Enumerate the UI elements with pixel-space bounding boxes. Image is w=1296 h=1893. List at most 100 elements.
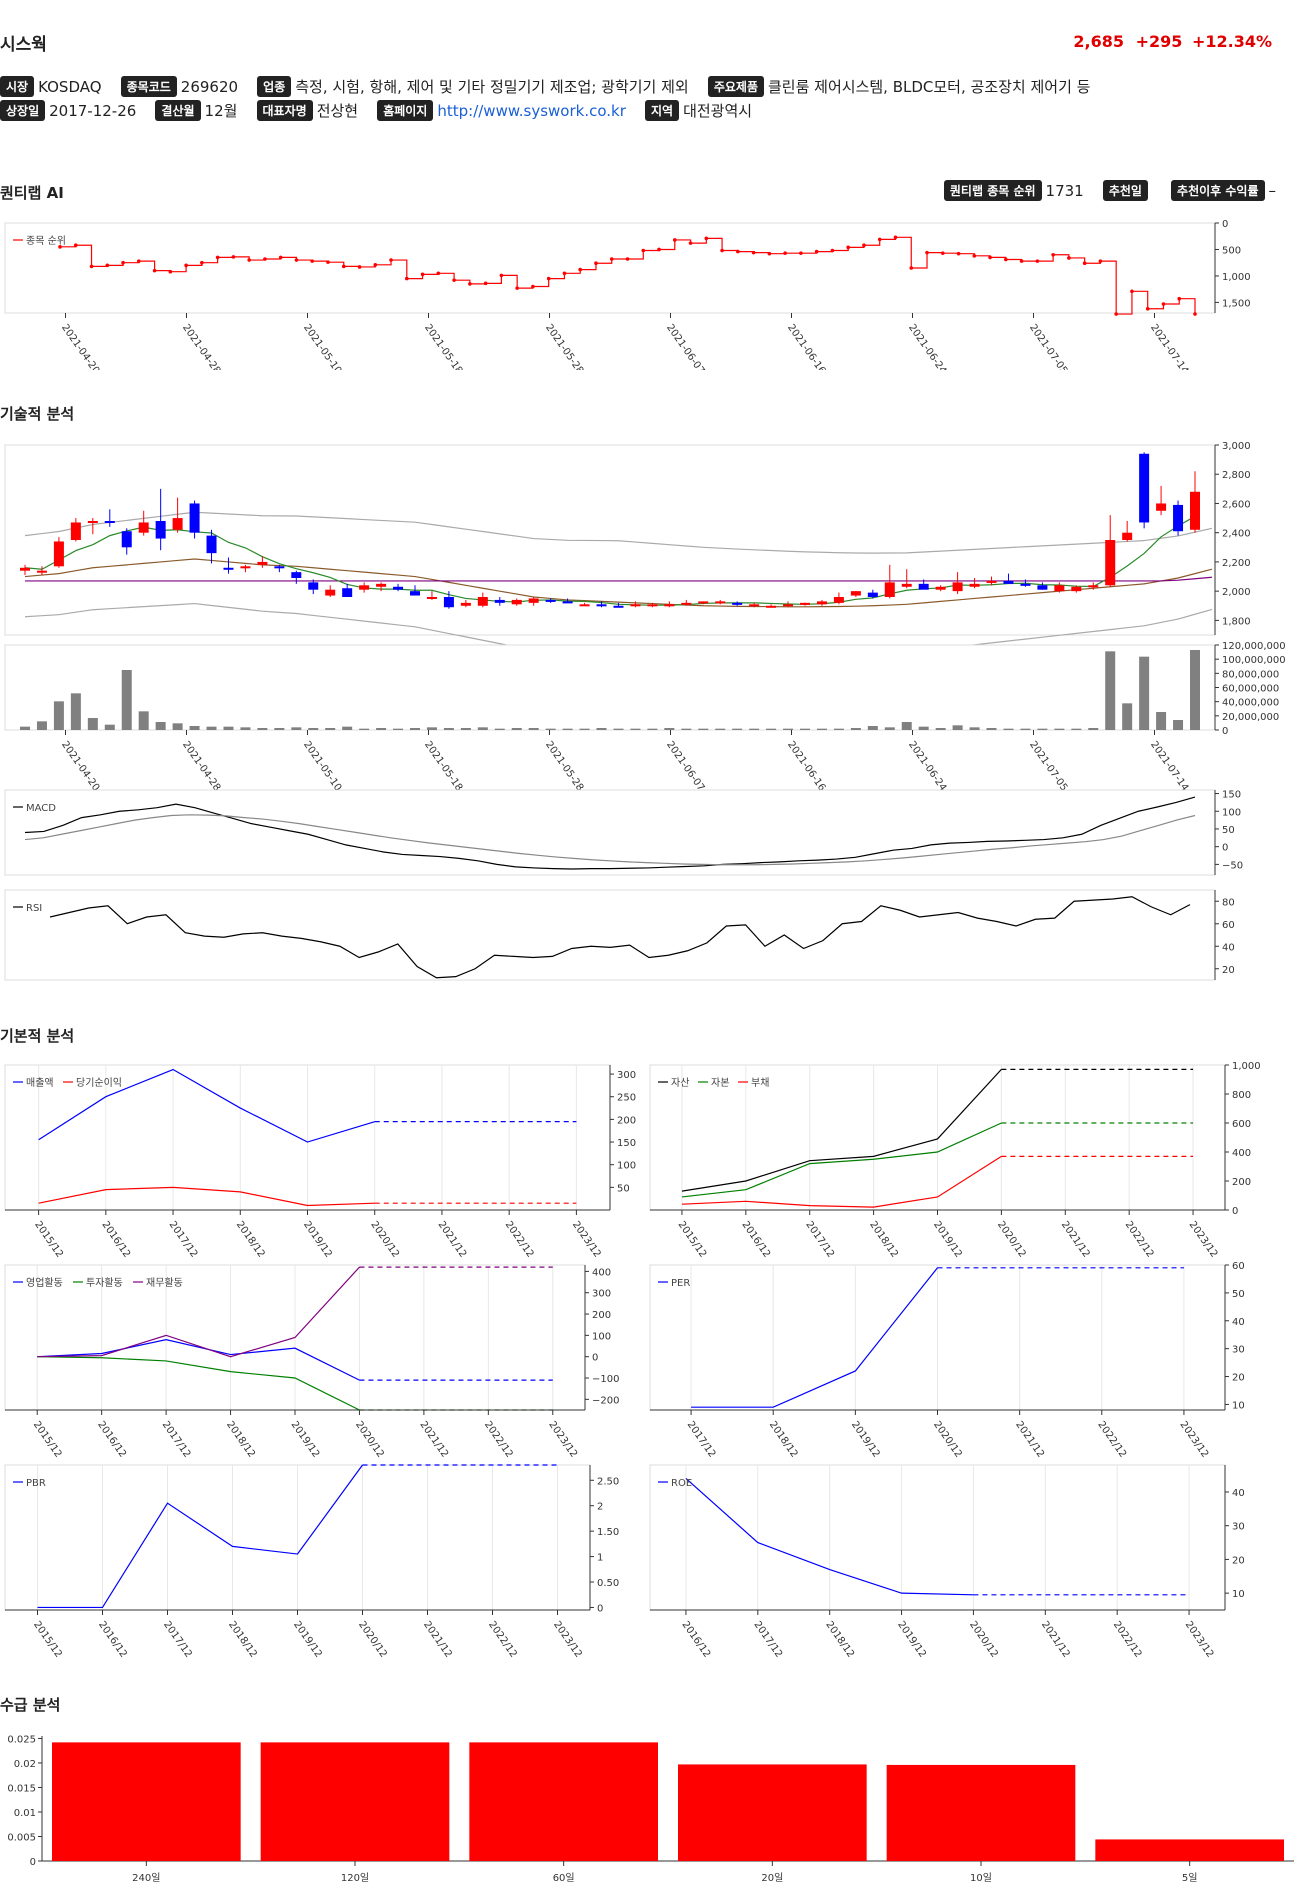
code-label: 종목코드 [120, 76, 177, 97]
pbr-y-tick-label: 0 [597, 1603, 603, 1614]
rsi-line [49, 896, 1191, 979]
rank-point [184, 263, 188, 268]
x-tick-label: 2023/12 [1177, 1419, 1210, 1459]
supply-bar [52, 1742, 241, 1861]
supply-x-tick-label: 120일 [341, 1872, 369, 1884]
balance-y-tick-label: 200 [1232, 1177, 1251, 1188]
rank-point [137, 259, 141, 263]
price-y-tick-label: 3,000 [1222, 441, 1251, 452]
price-y-tick-label: 2,800 [1222, 470, 1251, 481]
rank-point [594, 261, 598, 266]
x-tick-label: 2021-07-05 [1027, 739, 1069, 793]
legend-label: MACD [26, 803, 56, 814]
volume-bar [1156, 712, 1167, 730]
pbr-y-tick-label: 2 [597, 1502, 603, 1513]
rank-point [672, 238, 677, 242]
volume-y-tick-label: 40,000,000 [1222, 698, 1279, 709]
pbr-y-tick-label: 2.50 [597, 1476, 619, 1487]
x-tick-label: 2017/12 [160, 1419, 193, 1459]
volume-bar [766, 728, 777, 730]
x-tick-label: 2018/12 [226, 1619, 259, 1659]
x-tick-label: 2017/12 [803, 1219, 836, 1259]
cashflow-series-line [37, 1356, 360, 1411]
fiscal-label: 결산월 [155, 100, 201, 121]
candle-body [766, 605, 777, 608]
candle-body [36, 570, 47, 573]
legend-label: PBR [26, 1478, 46, 1489]
candle-body [1122, 532, 1133, 540]
technical-chart: 3,000 2,800 2,600 2,400 2,200 2,000 1,800 120,0… [4, 441, 1286, 981]
rank-point [909, 266, 914, 270]
homepage-link[interactable]: http://www.syswork.co.kr [437, 101, 626, 120]
rank-point [168, 269, 173, 274]
volume-bar [596, 728, 607, 730]
rank-point [1067, 256, 1071, 260]
balance-y-tick-label: 1,000 [1232, 1061, 1261, 1072]
candle-body [257, 561, 268, 565]
volume-bar [477, 727, 488, 730]
rank-point [483, 281, 488, 286]
volume-y-tick-label: 20,000,000 [1222, 712, 1279, 723]
x-tick-label: 2021-04-28 [180, 322, 222, 370]
rank-point [578, 267, 583, 272]
candle-body [494, 599, 505, 603]
price-y-tick-label: 2,200 [1222, 558, 1251, 569]
volume-bar [1003, 728, 1014, 730]
ceo-value: 전상현 [316, 102, 359, 120]
x-tick-label: 2021-07-14 [1148, 322, 1190, 370]
rank-point [1177, 296, 1182, 301]
volume-y-tick-label: 80,000,000 [1222, 669, 1279, 680]
volume-bar [1122, 703, 1133, 730]
per-y-tick-label: 60 [1232, 1261, 1245, 1272]
volume-bar [172, 723, 183, 730]
rank-point [972, 254, 977, 258]
roe-y-tick-label: 40 [1232, 1488, 1245, 1499]
cashflow-series-line [37, 1266, 360, 1358]
rank-point [1130, 289, 1134, 294]
technical-section-title: 기술적 분석 [0, 405, 75, 423]
volume-bar [257, 728, 268, 730]
ai-summary: 퀀티랩 종목 순위 1731 추천일 추천이후 수익률 – [943, 180, 1276, 201]
rank-y-tick-label: 500 [1222, 245, 1241, 256]
candle-body [342, 588, 353, 597]
volume-bar [426, 727, 437, 730]
per-y-tick-label: 20 [1232, 1373, 1245, 1384]
volume-bar [443, 728, 454, 730]
volume-bar [562, 728, 573, 730]
candle-body [664, 604, 675, 607]
candle-body [1173, 504, 1184, 532]
x-tick-label: 2018/12 [867, 1219, 900, 1259]
x-tick-label: 2016/12 [95, 1419, 128, 1459]
x-tick-label: 2021/12 [435, 1219, 468, 1259]
x-tick-label: 2022/12 [1123, 1219, 1156, 1259]
pbr-y-tick-label: 1.50 [597, 1527, 619, 1538]
x-tick-label: 2021/12 [421, 1619, 454, 1659]
rank-point [121, 260, 125, 265]
cashflow-y-tick-label: 0 [592, 1353, 598, 1364]
roe-chart: 40 30 20 10 ROE 2016/12 2017/12 2018/12 2019/12 2… [649, 1464, 1245, 1660]
x-tick-label: 2015/12 [675, 1219, 708, 1259]
x-tick-label: 2022/12 [482, 1419, 515, 1459]
region-label: 지역 [644, 100, 680, 121]
revenue-y-tick-label: 150 [617, 1138, 636, 1149]
volume-bar [1037, 728, 1048, 730]
legend-label: ROE [671, 1478, 692, 1489]
volume-bar [732, 728, 743, 730]
x-tick-label: 2021-04-28 [180, 739, 222, 793]
roe-y-tick-label: 30 [1232, 1522, 1245, 1533]
products-label: 주요제품 [707, 76, 764, 97]
candle-body [545, 599, 556, 602]
pbr-y-tick-label: 1 [597, 1553, 603, 1564]
macd-y-tick-label: 50 [1222, 825, 1235, 836]
rank-point [294, 258, 299, 262]
balance-series-line [681, 1155, 1002, 1208]
market-label: 시장 [0, 76, 35, 97]
revenue-chart: 300 250 200 150 100 50 매출액 당기순이익 2015/12 2016/12 2… [4, 1064, 636, 1260]
candle-body [1156, 503, 1167, 511]
revenue-y-tick-label: 50 [617, 1183, 630, 1194]
volume-bar [579, 728, 590, 730]
volume-bar [291, 727, 302, 730]
balance-y-tick-label: 400 [1232, 1148, 1251, 1159]
x-tick-label: 2019/12 [291, 1619, 324, 1659]
supply-bar [886, 1764, 1076, 1861]
